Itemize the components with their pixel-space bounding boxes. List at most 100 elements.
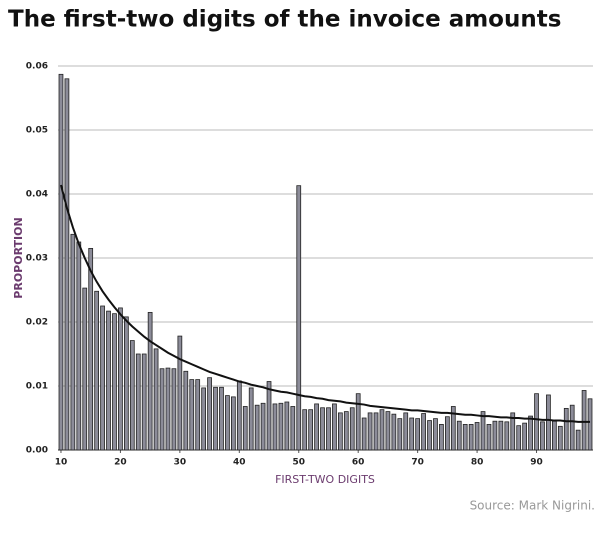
bar	[236, 380, 242, 451]
x-tick-label: 20	[114, 458, 127, 468]
bar	[326, 407, 331, 451]
bar	[177, 335, 183, 451]
bar	[355, 393, 361, 451]
bar	[409, 417, 415, 451]
bar	[522, 422, 528, 451]
bar	[439, 423, 444, 451]
bar	[135, 353, 141, 451]
bar	[546, 394, 551, 451]
bar	[397, 418, 403, 451]
bar	[427, 420, 432, 451]
bar	[320, 407, 325, 451]
y-tick-label: 0.06	[26, 62, 48, 72]
bar	[450, 406, 456, 451]
bar	[248, 387, 254, 451]
x-tick-label: 30	[174, 458, 187, 468]
bar	[242, 406, 248, 451]
bar	[528, 415, 533, 451]
bar	[373, 412, 379, 451]
x-tick-label: 80	[471, 458, 484, 468]
bar	[444, 416, 450, 451]
bar	[516, 425, 522, 451]
bar	[141, 353, 147, 451]
bar	[129, 340, 135, 451]
bar	[415, 418, 421, 451]
bar	[230, 396, 236, 451]
benford-curve	[60, 184, 591, 423]
bar	[284, 401, 290, 451]
bar	[213, 386, 218, 451]
bar	[123, 316, 129, 451]
bar	[254, 404, 260, 451]
bar	[106, 310, 111, 451]
y-axis-label: PROPORTION	[12, 217, 25, 298]
bar	[165, 367, 171, 451]
bar	[462, 423, 468, 451]
bar	[147, 311, 153, 451]
bar	[563, 407, 569, 451]
x-tick-label: 90	[530, 458, 543, 468]
bar	[189, 379, 195, 451]
bar	[100, 305, 105, 451]
x-tick-label: 70	[411, 458, 424, 468]
bar	[391, 413, 397, 451]
bar	[183, 370, 189, 451]
x-tick-label: 50	[292, 458, 305, 468]
bar	[207, 377, 212, 451]
chart-title: The first-two digits of the invoice amou…	[8, 7, 561, 33]
bar	[314, 403, 319, 451]
bar	[266, 381, 272, 451]
y-tick-label: 0.04	[26, 190, 48, 200]
bar	[557, 425, 563, 451]
bar	[153, 348, 159, 451]
bar	[540, 421, 545, 451]
bar	[118, 307, 123, 451]
bar	[332, 403, 337, 451]
bar	[403, 412, 409, 451]
bar	[82, 287, 88, 451]
bar	[308, 409, 314, 451]
bar	[278, 402, 284, 451]
bar	[385, 411, 391, 451]
bar	[486, 423, 492, 451]
x-tick-label: 40	[233, 458, 246, 468]
y-tick-label: 0.01	[26, 382, 48, 392]
bar	[468, 423, 474, 451]
bar	[159, 368, 165, 451]
bar	[504, 421, 510, 451]
bar	[492, 420, 498, 451]
bar	[70, 233, 76, 451]
y-tick-label: 0.03	[26, 254, 48, 264]
bar	[88, 247, 94, 451]
bar	[290, 406, 296, 451]
bar	[112, 313, 117, 451]
bar	[534, 393, 539, 451]
x-tick-label: 10	[55, 458, 68, 468]
bar	[480, 411, 486, 451]
bar	[474, 422, 480, 451]
bar	[361, 417, 367, 451]
bar	[379, 409, 385, 451]
bar	[456, 420, 462, 451]
bar	[296, 185, 302, 451]
source: Source: Mark Nigrini.	[470, 499, 595, 513]
bar	[219, 386, 224, 451]
bar	[510, 412, 516, 451]
bar	[94, 290, 100, 451]
bar	[433, 418, 438, 451]
bar	[587, 398, 593, 451]
bar	[337, 412, 343, 451]
bar	[343, 411, 349, 451]
y-tick-label: 0.02	[26, 318, 48, 328]
bar	[367, 412, 373, 451]
y-tick-label: 0.05	[26, 126, 48, 136]
bar	[569, 404, 575, 451]
bar	[575, 429, 581, 451]
bar	[581, 390, 587, 451]
bar	[551, 420, 557, 451]
bar	[64, 78, 70, 451]
bar	[260, 402, 266, 451]
bar	[76, 241, 82, 451]
bar	[421, 413, 426, 451]
